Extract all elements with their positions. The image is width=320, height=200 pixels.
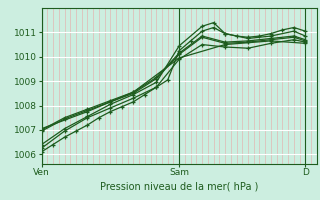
- X-axis label: Pression niveau de la mer( hPa ): Pression niveau de la mer( hPa ): [100, 181, 258, 191]
